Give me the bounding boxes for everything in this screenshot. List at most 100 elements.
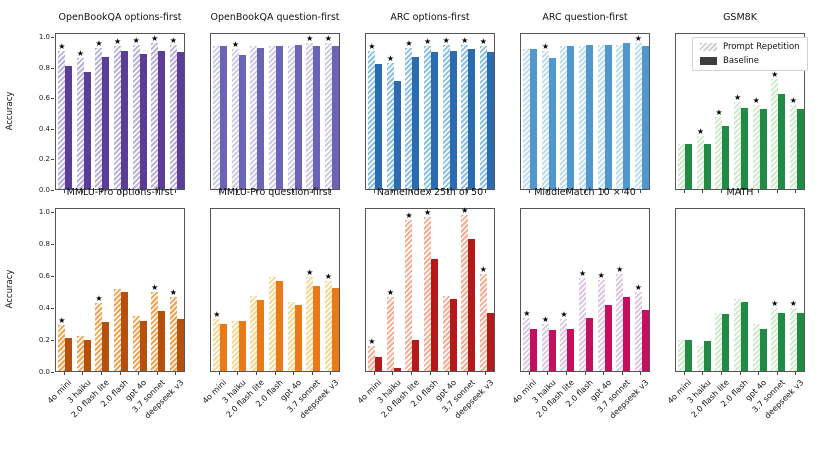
y-tick-mark bbox=[51, 371, 54, 373]
bar-baseline bbox=[294, 304, 302, 371]
bar-prompt-repetition bbox=[634, 292, 642, 371]
y-tick-mark bbox=[51, 37, 54, 39]
x-tick-mark bbox=[485, 372, 487, 375]
bar-baseline bbox=[468, 238, 476, 371]
bar-group: ★ bbox=[114, 34, 128, 189]
bar-prompt-repetition bbox=[616, 44, 624, 189]
legend-label-baseline: Baseline bbox=[723, 56, 760, 66]
bar-baseline bbox=[238, 55, 246, 189]
bar-prompt-repetition bbox=[771, 79, 779, 189]
bar-group: ★ bbox=[368, 209, 383, 371]
bar-group: ★ bbox=[523, 209, 538, 371]
bar-group: ★ bbox=[579, 209, 593, 371]
bar-group: ★ bbox=[76, 34, 91, 189]
bar-prompt-repetition bbox=[560, 46, 568, 189]
bar-baseline bbox=[486, 52, 494, 189]
x-tick-mark bbox=[466, 190, 468, 193]
x-tick-mark bbox=[547, 372, 549, 375]
y-axis-label: Accuracy bbox=[5, 269, 15, 309]
significance-star-icon: ★ bbox=[789, 299, 797, 309]
bar-group: ★ bbox=[324, 34, 339, 189]
bar-group: ★ bbox=[634, 209, 649, 371]
bar-prompt-repetition bbox=[523, 49, 531, 189]
bar-baseline bbox=[294, 44, 302, 189]
x-tick-mark bbox=[274, 372, 276, 375]
significance-star-icon: ★ bbox=[771, 70, 779, 80]
x-tick-mark bbox=[100, 190, 102, 193]
bar-prompt-repetition bbox=[151, 43, 159, 189]
x-tick-mark bbox=[293, 372, 295, 375]
chart-title: MATH bbox=[726, 187, 754, 198]
x-tick-mark bbox=[683, 372, 685, 375]
significance-star-icon: ★ bbox=[479, 37, 487, 47]
bar-group bbox=[269, 34, 283, 189]
bar-prompt-repetition bbox=[58, 325, 66, 371]
bar-prompt-repetition bbox=[579, 46, 586, 189]
bar-group: ★ bbox=[752, 34, 767, 189]
bar-group bbox=[269, 209, 283, 371]
y-tick-mark bbox=[51, 189, 54, 191]
bar-prompt-repetition bbox=[231, 320, 239, 371]
bar-prompt-repetition bbox=[579, 278, 586, 371]
significance-star-icon: ★ bbox=[95, 294, 103, 304]
bar-baseline bbox=[431, 259, 438, 371]
bar-baseline bbox=[604, 44, 612, 189]
x-tick-mark bbox=[373, 372, 375, 375]
x-tick-mark bbox=[175, 190, 177, 193]
y-tick-label: 0.6 bbox=[38, 94, 50, 102]
chart-plot-area: ★ ★ bbox=[520, 33, 650, 190]
bar-prompt-repetition bbox=[287, 301, 295, 371]
bar-baseline bbox=[449, 50, 457, 189]
x-tick-mark bbox=[795, 372, 797, 375]
significance-star-icon: ★ bbox=[424, 37, 432, 47]
significance-star-icon: ★ bbox=[715, 107, 723, 117]
bar-prompt-repetition bbox=[752, 323, 760, 371]
chart-plot-area: ★ ★ bbox=[675, 208, 805, 372]
bar-prompt-repetition bbox=[324, 43, 332, 189]
x-tick-mark bbox=[410, 372, 412, 375]
x-tick-mark bbox=[621, 372, 623, 375]
bar-baseline bbox=[102, 322, 110, 371]
bar-group bbox=[734, 209, 748, 371]
significance-star-icon: ★ bbox=[368, 336, 376, 346]
bar-baseline bbox=[102, 56, 110, 189]
x-tick-mark bbox=[528, 190, 530, 193]
y-tick-mark bbox=[51, 276, 54, 277]
bar-group: ★ bbox=[306, 209, 321, 371]
bar-prompt-repetition bbox=[368, 50, 376, 189]
chart-plot-area: ★ ★ ★ ★ ★ ★ ★ bbox=[365, 33, 495, 190]
x-tick-mark bbox=[119, 190, 121, 193]
bar-baseline bbox=[276, 46, 283, 189]
bar-baseline bbox=[65, 337, 73, 371]
bar-group bbox=[616, 34, 631, 189]
bar-baseline bbox=[623, 297, 631, 371]
x-tick-mark bbox=[621, 190, 623, 193]
bar-baseline bbox=[158, 311, 166, 371]
significance-star-icon: ★ bbox=[479, 264, 487, 274]
significance-star-icon: ★ bbox=[58, 41, 66, 51]
bar-group bbox=[132, 209, 147, 371]
bar-prompt-repetition bbox=[250, 46, 258, 189]
bar-baseline bbox=[778, 94, 786, 189]
bar-group: ★ bbox=[151, 209, 166, 371]
significance-star-icon: ★ bbox=[76, 49, 85, 59]
bar-group bbox=[597, 34, 612, 189]
bar-baseline bbox=[331, 46, 339, 189]
x-tick-mark bbox=[683, 190, 685, 193]
bar-baseline bbox=[313, 46, 321, 189]
bar-group bbox=[76, 209, 91, 371]
significance-star-icon: ★ bbox=[634, 283, 642, 293]
x-tick-mark bbox=[138, 372, 140, 375]
bar-prompt-repetition bbox=[269, 276, 276, 371]
bar-prompt-repetition bbox=[58, 50, 66, 189]
bar-prompt-repetition bbox=[634, 43, 642, 189]
bar-prompt-repetition bbox=[696, 345, 704, 371]
y-tick-label: 1.0 bbox=[38, 208, 50, 217]
x-tick-mark bbox=[603, 190, 605, 193]
bar-baseline bbox=[703, 143, 711, 189]
hatched-swatch-icon bbox=[700, 43, 717, 51]
x-tick-mark bbox=[311, 372, 313, 375]
x-tick-mark bbox=[565, 190, 567, 193]
bar-baseline bbox=[685, 339, 693, 371]
bar-baseline bbox=[412, 56, 420, 189]
